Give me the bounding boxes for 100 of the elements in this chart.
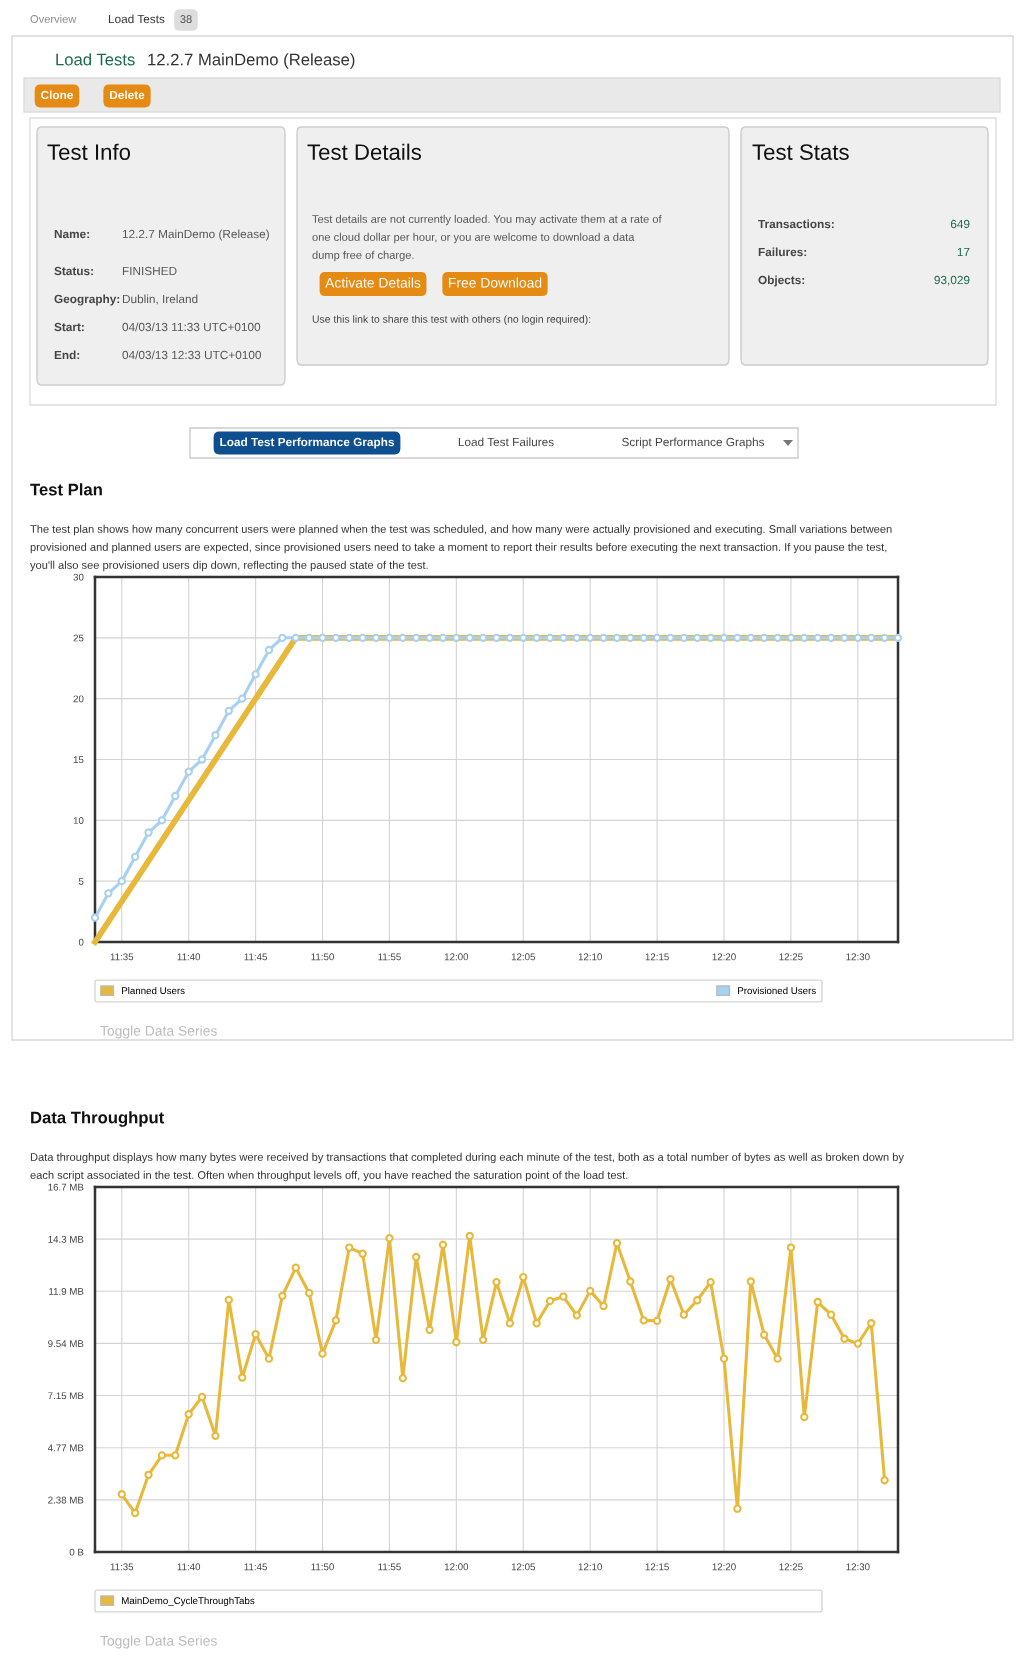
text: Load Tests: [108, 14, 165, 24]
text: Use this link to share this test with others (no login required):: [312, 315, 591, 325]
text: Toggle Data Series: [100, 1635, 217, 1649]
text: Data throughput displays how many bytes were received by transactions that completed during each minute of the test, both as a total number of bytes as well as broken down by: [30, 1152, 904, 1164]
y-tick-label: 30: [73, 573, 84, 581]
point: [545, 1296, 555, 1306]
text: 04/03/13 11:33 UTC+0100: [122, 322, 261, 332]
point: [880, 1476, 889, 1485]
point: [599, 1301, 608, 1311]
x-tick-label: 11:50: [311, 1563, 334, 1571]
text: Test Stats: [752, 144, 849, 160]
text: Start:: [54, 322, 84, 332]
text: you'll also see provisioned users dip down, reflecting the paused state of the test.: [30, 560, 428, 572]
text: provisioned and planned users are expected, since provisioned users need to take a moment to report their results before executing the next transaction. If you pause the test,: [30, 542, 887, 554]
x-tick-label: 11:55: [378, 953, 401, 961]
point: [465, 1231, 474, 1241]
point: [224, 1295, 233, 1304]
point: [666, 1275, 675, 1284]
text: 12.2.7 MainDemo (Release): [148, 53, 355, 69]
x-tick-label: 11:40: [177, 1563, 201, 1571]
point: [519, 1272, 528, 1282]
text: Status:: [54, 266, 93, 276]
point: [492, 1277, 501, 1287]
x-tick-label: 12:05: [511, 1563, 536, 1571]
point: [438, 1240, 448, 1249]
point: [800, 1412, 809, 1422]
text: Dublin, Ireland: [122, 294, 198, 305]
point: [425, 1325, 434, 1334]
x-tick-label: 12:00: [444, 953, 469, 961]
point: [679, 1310, 689, 1319]
y-tick-label: 20: [73, 695, 84, 703]
text: Delete: [110, 90, 145, 100]
text: Load Test Failures: [458, 437, 554, 447]
text: one cloud dollar per hour, or you are welcome to download a data: [312, 232, 635, 244]
y-tick-label: 25: [73, 634, 84, 642]
point: [586, 1286, 595, 1296]
point: [639, 1316, 648, 1325]
point: [345, 1243, 354, 1252]
x-tick-label: 12:10: [578, 1563, 602, 1571]
point: [786, 1243, 796, 1252]
point: [626, 1277, 635, 1286]
text: Script Performance Graphs: [622, 437, 765, 449]
x-tick-label: 11:55: [378, 1563, 401, 1571]
point: [117, 1490, 126, 1499]
x-tick-label: 11:50: [311, 953, 334, 961]
legend-label: Provisioned Users: [738, 986, 816, 995]
y-tick-label: 0 B: [69, 1548, 84, 1556]
text: 93,029: [934, 275, 970, 286]
y-tick-label: 9.54 MB: [48, 1340, 84, 1348]
point: [813, 1297, 822, 1307]
text: Load Tests: [56, 53, 135, 66]
text: 12.2.7 MainDemo (Release): [122, 229, 269, 241]
x-tick-label: 11:45: [244, 953, 267, 961]
x-tick-label: 12:00: [444, 1563, 469, 1571]
point: [211, 1431, 220, 1441]
point: [532, 1319, 541, 1328]
point: [251, 1330, 260, 1339]
y-tick-label: 14.3 MB: [48, 1235, 84, 1243]
point: [197, 1392, 207, 1402]
chart-title: Test Plan: [30, 483, 102, 496]
point: [452, 1337, 461, 1347]
x-tick-label: 12:20: [712, 953, 736, 961]
text: Load Test Performance Graphs: [220, 437, 394, 449]
point: [144, 1470, 153, 1479]
x-tick-label: 12:25: [779, 953, 803, 961]
x-tick-label: 12:15: [645, 1563, 669, 1571]
point: [572, 1311, 581, 1320]
point: [371, 1335, 381, 1345]
text: 649: [950, 219, 970, 229]
y-tick-label: 2.38 MB: [48, 1496, 84, 1504]
x-tick-label: 12:10: [578, 953, 602, 961]
point: [291, 1263, 300, 1272]
text: The test plan shows how many concurrent users were planned when the test was scheduled, and how many were actually provisioned and executing. Small variations between: [30, 524, 892, 536]
point: [278, 1291, 287, 1301]
point: [652, 1316, 662, 1325]
x-tick-label: 12:20: [712, 1563, 736, 1571]
point: [304, 1288, 314, 1298]
y-tick-label: 0: [78, 938, 84, 946]
x-tick-label: 12:25: [779, 1563, 803, 1571]
point: [612, 1239, 622, 1248]
y-tick-label: 16.7 MB: [48, 1183, 84, 1191]
text: End:: [54, 350, 80, 360]
text: Clone: [41, 90, 73, 100]
text: Overview: [30, 14, 77, 23]
text: 38: [180, 15, 192, 23]
chart-title: Data Throughput: [31, 1111, 165, 1127]
point: [238, 1373, 247, 1382]
y-tick-label: 5: [78, 878, 84, 885]
legend-label: MainDemo_CycleThroughTabs: [122, 1596, 255, 1606]
text: Transactions:: [758, 219, 834, 229]
y-tick-label: 4.77 MB: [47, 1444, 84, 1452]
point: [719, 1354, 729, 1363]
x-tick-label: 11:40: [177, 953, 201, 961]
point: [867, 1319, 876, 1328]
x-tick-label: 12:30: [846, 953, 870, 961]
point: [853, 1339, 863, 1348]
point: [318, 1349, 327, 1358]
text: each script associated in the test. Often when throughput levels off, you have reached the saturation point of the load test.: [30, 1170, 628, 1182]
text: Name:: [54, 229, 89, 239]
point: [706, 1277, 715, 1287]
